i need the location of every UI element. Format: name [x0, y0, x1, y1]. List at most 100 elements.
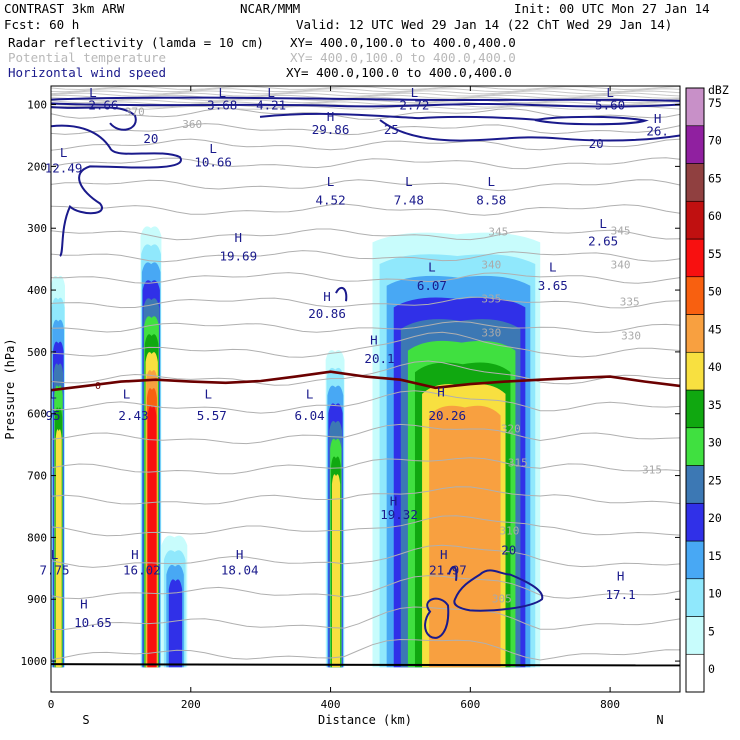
wind-contour-2 — [51, 106, 137, 131]
wind-label-48: 20.26 — [428, 408, 466, 423]
theta-label-5: 330 — [621, 330, 641, 343]
wind-label-19: L — [209, 141, 217, 156]
theta-contour-2 — [51, 138, 680, 151]
theta-contour-17 — [51, 515, 680, 537]
reflectivity-column-1-level-55 — [147, 406, 157, 668]
theta-contour-3 — [51, 157, 680, 170]
theta-label-10: 305 — [492, 592, 512, 605]
wind-label-45: L — [306, 386, 314, 401]
freezing-level-layer: 0 0 0 — [51, 370, 680, 392]
wind-label-60: H — [617, 569, 625, 584]
theta-contour-9 — [51, 296, 680, 309]
y-tick-label-3: 400 — [27, 284, 47, 297]
y-tick-label-4: 500 — [27, 346, 47, 359]
wind-label-27: H — [235, 230, 243, 245]
colorbar-swatch-0 — [685, 653, 705, 693]
wind-label-58: 21.97 — [429, 563, 467, 578]
wind-label-22: 4.52 — [316, 193, 346, 208]
wind-speed-layer — [51, 96, 680, 639]
theta-contour-19 — [51, 575, 680, 600]
wind-label-24: 7.48 — [394, 193, 424, 208]
wind-label-29: L — [599, 216, 607, 231]
theta-label-6: 320 — [501, 422, 521, 435]
y-tick-label-5: 600 — [27, 408, 47, 421]
colorbar-frame — [685, 87, 705, 693]
colorbar-label-10: 10 — [708, 587, 722, 601]
wind-label-10: H — [327, 109, 335, 124]
freezing-level-line — [51, 370, 680, 392]
wind-label-41: L — [123, 386, 131, 401]
wind-label-8: L — [606, 85, 614, 100]
wind-label-15: H — [654, 111, 662, 126]
y-tick-label-2: 300 — [27, 222, 47, 235]
north-label: N — [656, 713, 663, 727]
wind-label-2: L — [218, 85, 226, 100]
wind-label-59: 20 — [501, 543, 516, 558]
wind-label-30: 2.65 — [588, 234, 618, 249]
wind-contour-6 — [51, 124, 182, 257]
theta-contour-5 — [51, 203, 680, 216]
theta-label-8: 315 — [642, 464, 662, 477]
theta-contour-13 — [51, 390, 680, 414]
wind-label-54: 18.04 — [221, 563, 259, 578]
reflectivity-column-4-level-45 — [429, 405, 501, 668]
wind-contour-0 — [51, 96, 680, 102]
wind-contour-7 — [335, 286, 348, 302]
wind-label-53: H — [236, 547, 244, 562]
theta-label-2: 345 — [611, 224, 631, 237]
init-time: Init: 00 UTC Mon 27 Jan 14 — [514, 1, 710, 16]
wind-label-18: 12.49 — [45, 161, 83, 176]
theta-label-0: 370 — [125, 106, 145, 119]
plot-frame — [50, 85, 681, 693]
colorbar-label-35: 35 — [708, 398, 722, 412]
colorbar-label-65: 65 — [708, 171, 722, 185]
y-tick-label-6: 700 — [27, 470, 47, 483]
theta-contour-4 — [51, 179, 680, 192]
wind-label-14: 20 — [589, 136, 604, 151]
ground-layer — [51, 663, 680, 667]
wind-label-33: L — [549, 260, 557, 275]
freezing-level-label: 0 — [95, 381, 101, 392]
colorbar-label-40: 40 — [708, 360, 722, 374]
x-tick-label-3: 600 — [460, 698, 480, 711]
x-axis-label: Distance (km) — [318, 713, 412, 727]
colorbar-swatch-60 — [685, 200, 705, 240]
wind-contour-4 — [379, 119, 680, 142]
wind-label-39: L — [49, 386, 57, 401]
wind-label-43: L — [204, 386, 212, 401]
theta-contour-20 — [51, 606, 680, 630]
wind-label-50: 19.32 — [380, 507, 418, 522]
wind-label-35: H — [323, 289, 331, 304]
theta-contour-15 — [51, 457, 680, 475]
colorbar-label-0: 0 — [708, 662, 715, 676]
theta-contour-7 — [51, 250, 680, 263]
colorbar-label-20: 20 — [708, 511, 722, 525]
contour-labels-layer: 370 360 345 340 335 330 320 315 315 310 305 345 340 3… — [39, 85, 668, 630]
wind-label-63: 10.65 — [74, 615, 112, 630]
y-tick-label-1: 200 — [27, 160, 47, 173]
ground-line — [51, 663, 680, 667]
colorbar-swatch-30 — [685, 427, 705, 466]
title-center: NCAR/MMM — [240, 1, 300, 16]
wind-label-25: L — [488, 174, 496, 189]
wind-label-1: 2.66 — [88, 97, 118, 112]
theta-label-1: 360 — [182, 118, 202, 131]
colorbar-swatch-50 — [685, 276, 705, 315]
wind-label-32: 6.07 — [417, 278, 447, 293]
colorbar-swatch-70 — [685, 125, 705, 164]
theta-contour-16 — [51, 486, 680, 505]
wind-label-62: H — [80, 597, 88, 612]
wind-label-36: 20.86 — [308, 306, 346, 321]
theta-contour-12 — [51, 360, 680, 386]
colorbar-swatch-65 — [685, 163, 705, 202]
wind-label-55: L — [51, 547, 59, 562]
y-tick-label-0: 100 — [27, 99, 47, 112]
colorbar-label-55: 55 — [708, 247, 722, 261]
colorbar-swatch-40 — [685, 351, 705, 391]
theta-strat-2 — [51, 90, 680, 95]
y-tick-label-8: 900 — [27, 593, 47, 606]
wind-label-37: H — [370, 332, 378, 347]
wind-label-49: H — [390, 493, 398, 508]
wind-label-13: 20 — [143, 131, 158, 146]
